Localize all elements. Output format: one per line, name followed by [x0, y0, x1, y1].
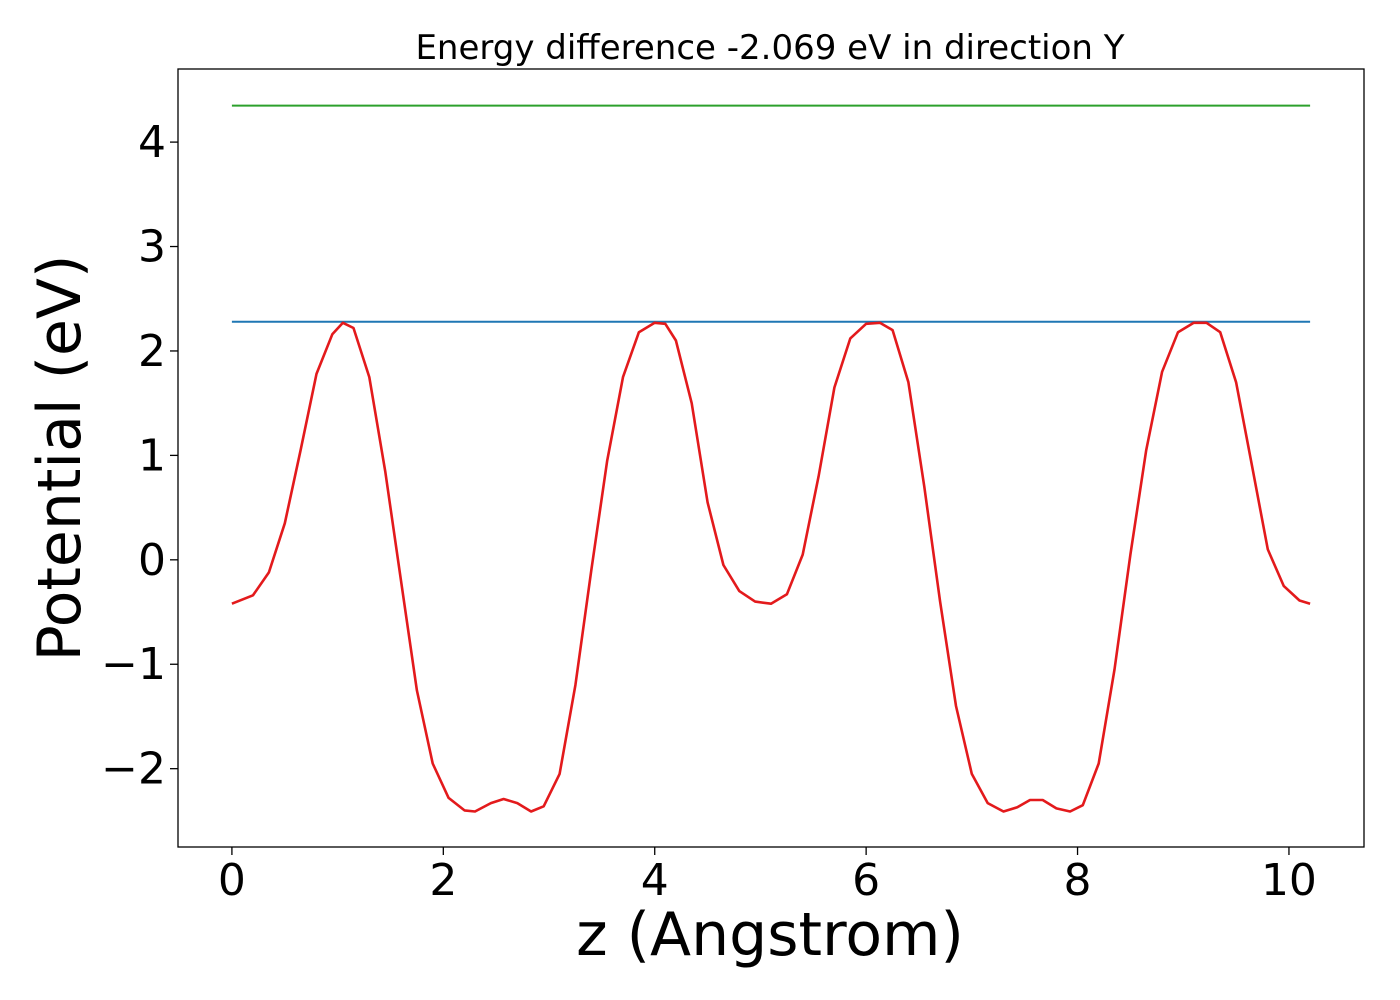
- y-tick-label: 1: [138, 430, 166, 481]
- x-axis-label: z (Angstrom): [576, 900, 964, 970]
- y-axis-ticks: −2 −1 0 1 2 3 4: [101, 117, 178, 795]
- chart-title: Energy difference -2.069 eV in direction…: [415, 28, 1124, 68]
- y-tick-label: −1: [101, 639, 166, 690]
- y-tick-label: 3: [138, 222, 166, 273]
- series-line-3: [231, 321, 1311, 813]
- x-tick-label: 2: [429, 855, 457, 906]
- x-tick-label: 6: [852, 855, 880, 906]
- x-tick-label: 4: [641, 855, 669, 906]
- x-tick-label: 8: [1064, 855, 1092, 906]
- y-axis-label: Potential (eV): [25, 255, 95, 662]
- y-tick-label: 0: [138, 535, 166, 586]
- y-tick-label: 4: [138, 117, 166, 168]
- x-tick-label: 10: [1261, 855, 1317, 906]
- y-tick-label: −2: [101, 744, 166, 795]
- plot-lines: [231, 104, 1311, 813]
- x-tick-label: 0: [218, 855, 246, 906]
- plot-frame: [177, 68, 1365, 848]
- y-tick-label: 2: [138, 326, 166, 377]
- x-axis-ticks: 0 2 4 6 8 10: [218, 847, 1317, 906]
